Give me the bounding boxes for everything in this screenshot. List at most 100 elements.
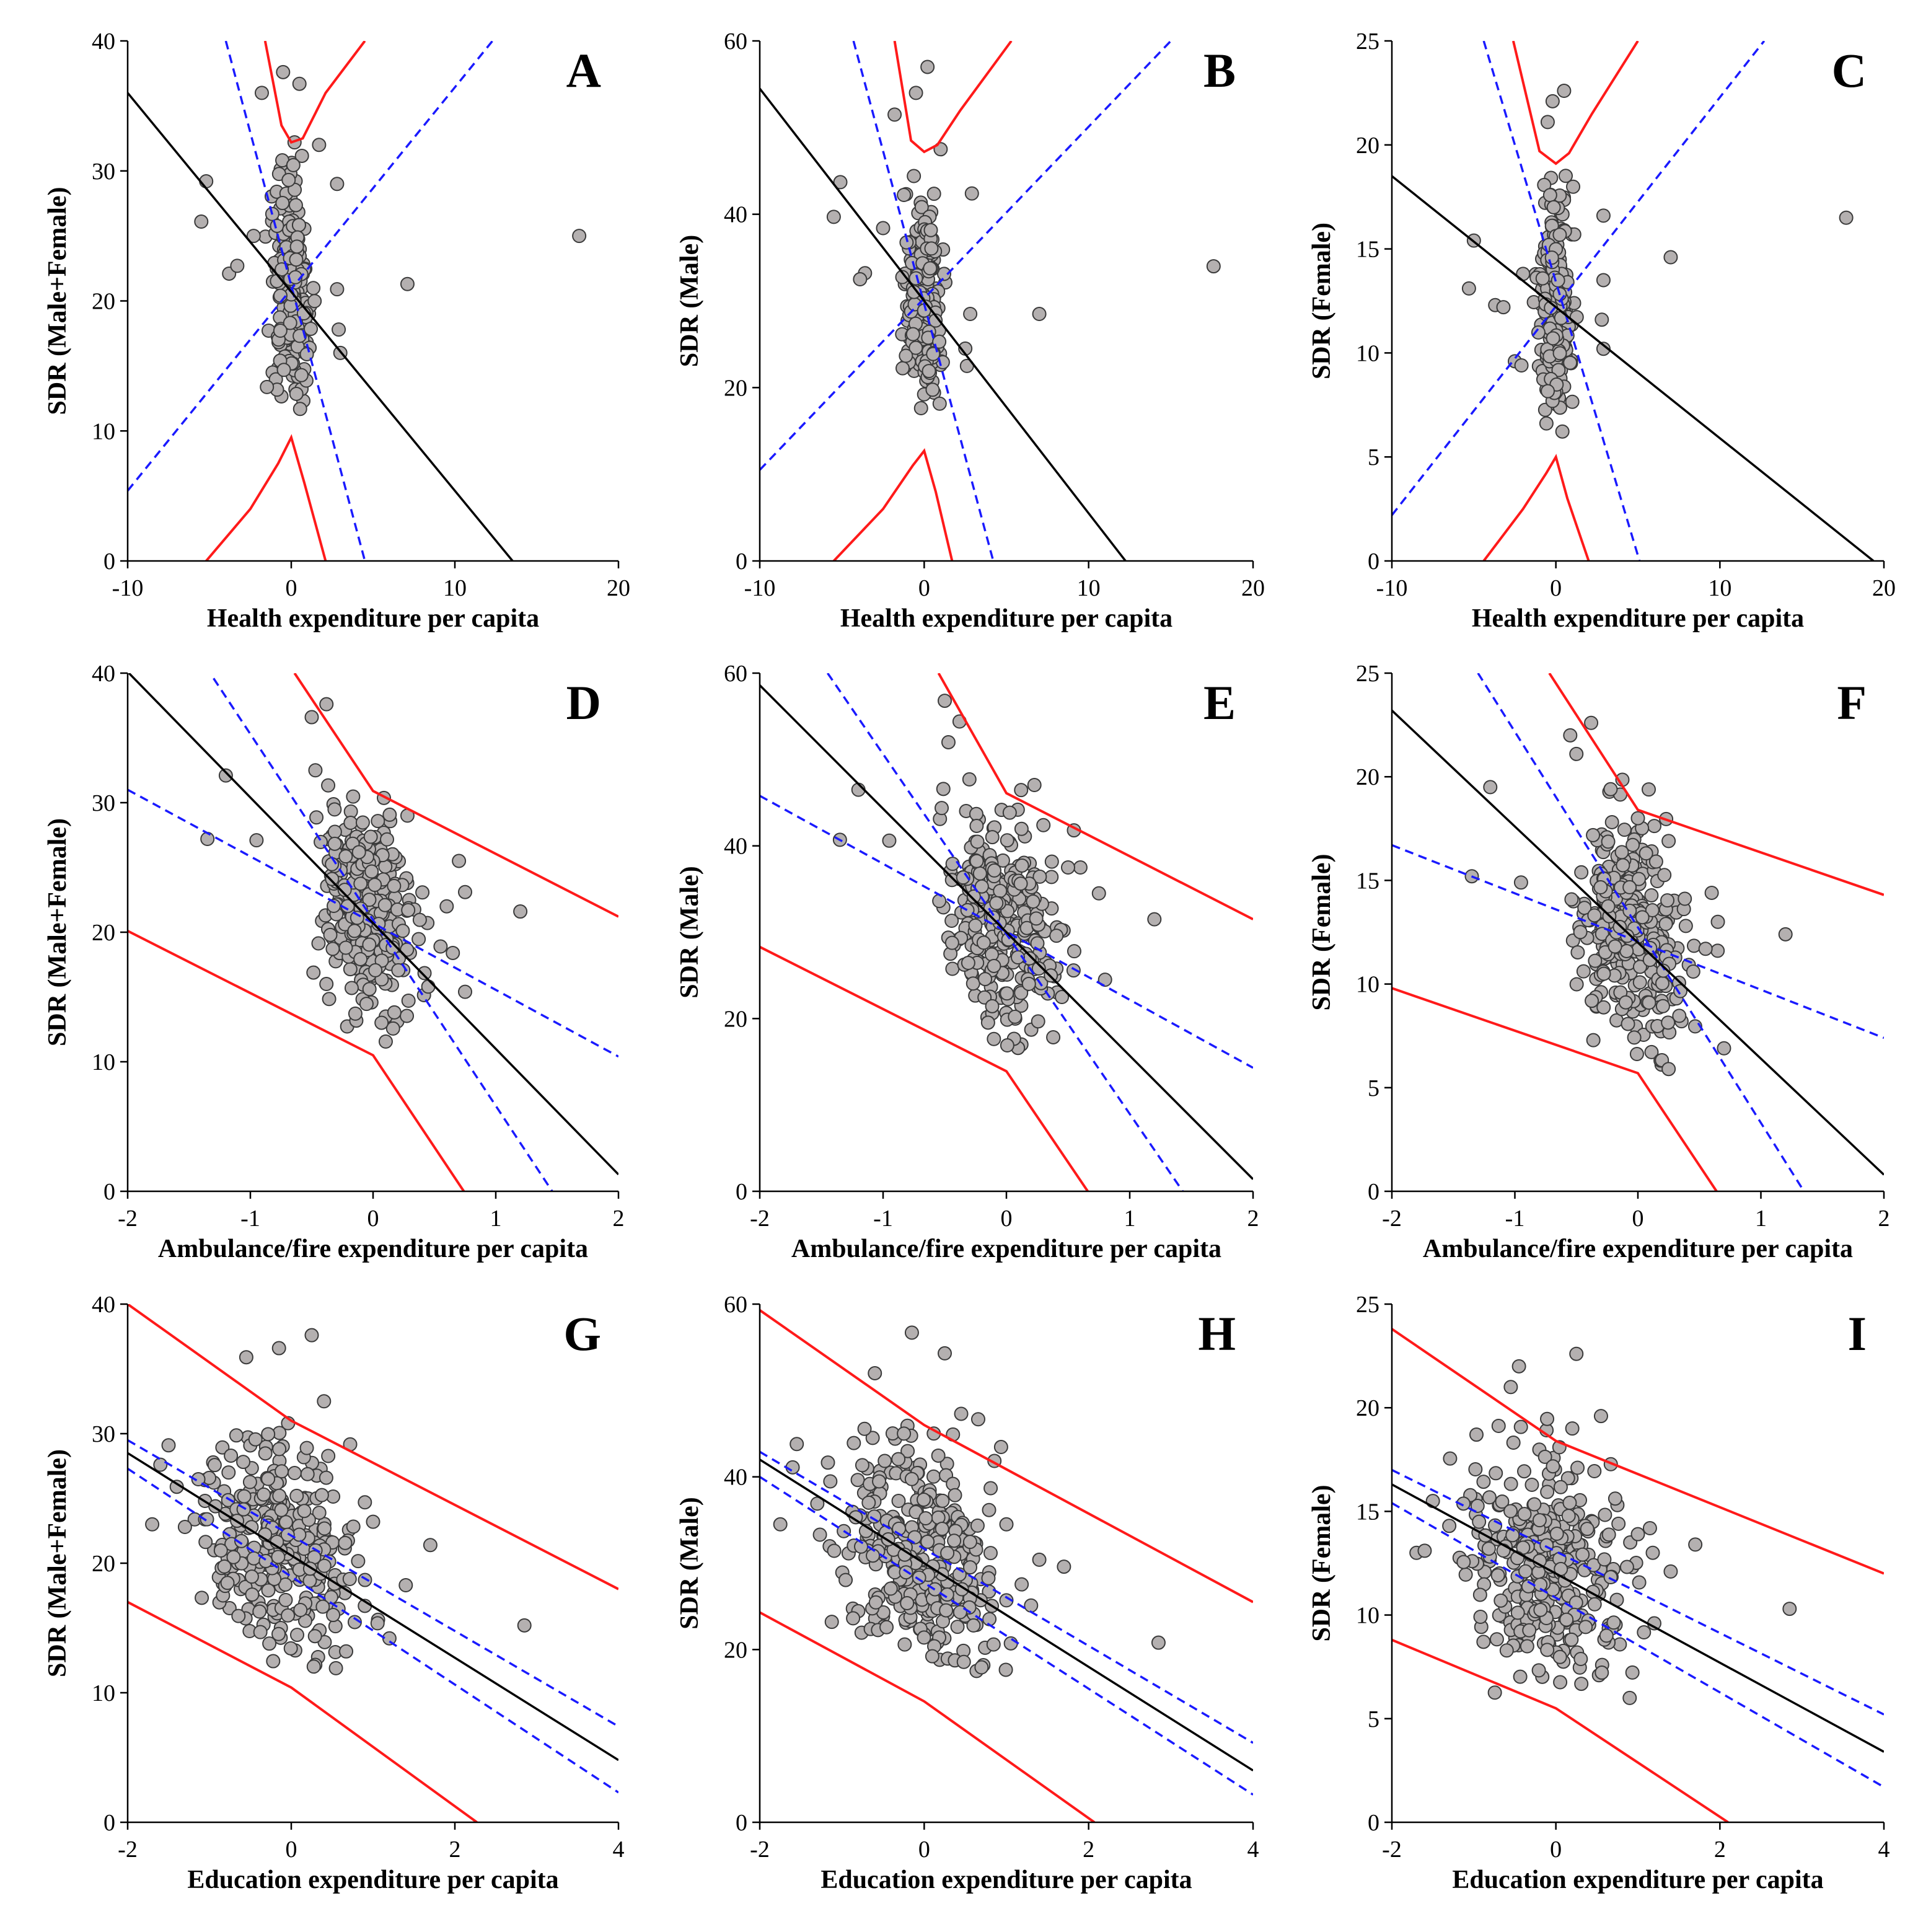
data-point (1537, 1449, 1552, 1464)
data-point (258, 1446, 273, 1461)
data-point (1608, 1491, 1622, 1506)
data-point (1535, 271, 1550, 286)
data-point (945, 961, 960, 976)
x-tick-label: -2 (118, 1206, 138, 1232)
data-point (1546, 331, 1560, 346)
data-point (1513, 1669, 1528, 1684)
data-point (1026, 894, 1040, 909)
y-tick-label: 30 (92, 790, 115, 816)
y-tick-label: 60 (724, 29, 747, 55)
y-tick-label: 15 (1356, 868, 1379, 894)
data-point (1552, 346, 1567, 361)
data-point (963, 306, 978, 321)
data-point (993, 883, 1008, 898)
y-tick-label: 0 (103, 549, 115, 575)
data-point (350, 911, 364, 925)
data-point (387, 878, 402, 893)
x-tick-label: 2 (449, 1837, 461, 1863)
data-point (985, 999, 1000, 1013)
data-point (294, 368, 309, 382)
data-point (312, 1506, 327, 1520)
data-point (947, 1533, 962, 1548)
data-point (452, 854, 467, 868)
data-point (1461, 281, 1476, 296)
y-tick-label: 25 (1356, 29, 1379, 55)
y-tick-label: 40 (92, 661, 115, 687)
y-tick-label: 40 (92, 1292, 115, 1318)
y-tick-label: 20 (92, 920, 115, 946)
data-point (261, 1583, 276, 1598)
data-point (337, 883, 352, 898)
data-point (900, 1595, 915, 1610)
y-tick-label: 10 (92, 418, 115, 444)
data-point (925, 1649, 939, 1664)
prediction-interval-line (1392, 1638, 1729, 1822)
regression-line (1392, 709, 1884, 1176)
data-point (1631, 942, 1646, 957)
confidence-interval-line (1392, 41, 1766, 516)
data-point (1588, 953, 1603, 968)
regression-line (1392, 175, 1875, 561)
data-point (348, 1006, 363, 1021)
data-point (153, 1457, 168, 1472)
y-tick-label: 10 (1356, 340, 1379, 366)
data-point (412, 912, 427, 927)
data-point (308, 763, 323, 778)
data-point (1599, 1628, 1614, 1643)
data-point (400, 942, 415, 957)
data-point (966, 1618, 981, 1633)
data-point (1490, 1568, 1505, 1583)
panel-letter: F (1837, 676, 1867, 730)
data-point (306, 1659, 321, 1674)
y-tick-label: 0 (1368, 1810, 1379, 1836)
data-point (278, 1592, 293, 1607)
x-tick-label: 0 (1550, 1837, 1562, 1863)
data-point (905, 327, 920, 342)
data-point (827, 1543, 842, 1558)
y-tick-label: 30 (92, 159, 115, 185)
data-point (1551, 363, 1566, 377)
data-point (1513, 875, 1528, 890)
confidence-interval-line (128, 1467, 618, 1794)
data-point (878, 1453, 892, 1468)
data-point (1073, 860, 1088, 875)
x-tick-label: 0 (286, 1837, 297, 1863)
x-tick-label: 20 (1872, 575, 1896, 601)
data-point (1648, 854, 1663, 869)
data-point (226, 1550, 241, 1564)
data-point (278, 1515, 293, 1530)
data-point (458, 984, 472, 999)
data-point (288, 198, 303, 213)
data-point (1499, 1643, 1514, 1658)
data-point (254, 86, 269, 100)
data-point (1601, 1527, 1616, 1542)
data-point (1593, 1409, 1608, 1424)
data-point (355, 815, 370, 830)
data-point (1710, 943, 1725, 958)
data-point (458, 884, 472, 899)
y-axis-title: SDR (Male) (675, 235, 704, 367)
data-point (252, 1604, 267, 1619)
data-point (276, 64, 291, 79)
data-point (401, 994, 416, 1008)
x-tick-label: -2 (750, 1206, 770, 1232)
x-axis-title: Health expenditure per capita (1472, 604, 1804, 633)
plot-area (1392, 1328, 1884, 1822)
x-axis-title: Ambulance/fire expenditure per capita (791, 1235, 1221, 1263)
data-point (899, 348, 913, 363)
data-point (891, 1452, 906, 1467)
data-point (246, 229, 261, 244)
data-point (938, 694, 952, 708)
data-point (1625, 1665, 1640, 1680)
data-point (917, 1630, 931, 1645)
data-point (368, 963, 383, 977)
data-point (883, 1581, 898, 1596)
data-point (275, 196, 290, 211)
y-tick-label: 5 (1368, 444, 1379, 470)
data-point (1540, 1484, 1555, 1499)
y-tick-label: 30 (92, 1421, 115, 1447)
data-point (966, 889, 981, 904)
data-point (283, 315, 297, 330)
